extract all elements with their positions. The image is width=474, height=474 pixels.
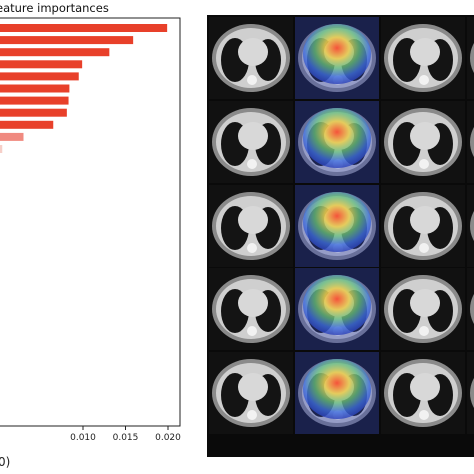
chart-title: eature importances: [0, 1, 109, 15]
ct-image: [295, 268, 379, 350]
bar: [0, 36, 134, 45]
bar: [0, 96, 69, 105]
ct-image: [209, 268, 293, 350]
bar: [0, 132, 24, 141]
x-tick-label: 0.015: [113, 433, 139, 443]
x-tick-label: 0.010: [70, 433, 96, 443]
bar: [0, 72, 79, 81]
ct-image: [295, 17, 379, 99]
ct-image: [209, 101, 293, 183]
bar: [0, 145, 3, 153]
ct-image: [295, 352, 379, 434]
ct-image: [467, 17, 474, 99]
bars: [0, 24, 168, 153]
ct-image: [381, 101, 465, 183]
bar: [0, 108, 67, 117]
ct-image: [209, 17, 293, 99]
ct-image: [467, 185, 474, 267]
x-axis-ticks: 0.010 0.015 0.020: [70, 426, 181, 443]
ct-image: [295, 185, 379, 267]
x-tick-label: 0.020: [155, 433, 181, 443]
footer-label: 0): [0, 455, 10, 469]
bar: [0, 60, 83, 69]
feature-importance-chart: eature importances 0.010 0.015 0.020: [0, 1, 181, 443]
ct-image-grid: [207, 15, 474, 457]
ct-image: [209, 185, 293, 267]
ct-image: [467, 101, 474, 183]
ct-image: [295, 101, 379, 183]
bar: [0, 120, 54, 129]
ct-image: [381, 185, 465, 267]
ct-image: [381, 352, 465, 434]
ct-image: [381, 268, 465, 350]
bar: [0, 24, 168, 32]
ct-image: [467, 268, 474, 350]
bar: [0, 48, 110, 57]
bar: [0, 84, 70, 93]
ct-image: [209, 352, 293, 434]
ct-image: [381, 17, 465, 99]
axes-frame: [0, 17, 181, 427]
ct-image: [467, 352, 474, 434]
